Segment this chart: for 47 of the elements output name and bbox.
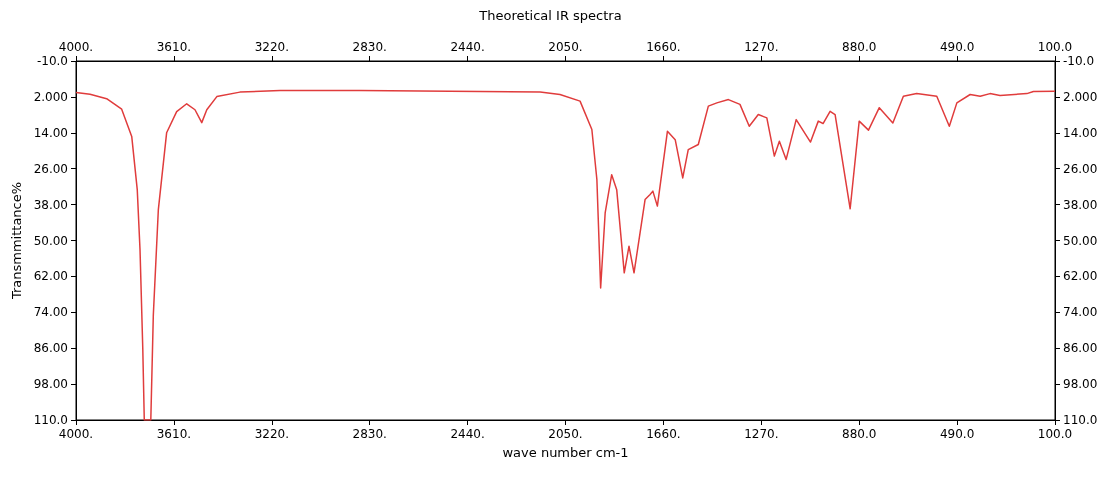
x2-tick-label: 2830. xyxy=(352,40,387,54)
y-tick-label: 38.00 xyxy=(33,197,68,212)
y2-tick-label: 86.00 xyxy=(1063,341,1098,356)
y2-tick-label: -10.0 xyxy=(1063,54,1095,68)
x-tick-label: 1660. xyxy=(646,427,681,441)
x-tick-label: 2440. xyxy=(450,427,485,441)
x2-tick-label: 1660. xyxy=(646,40,681,54)
y-tick-label: 2.000 xyxy=(33,89,68,104)
x-tick-label: 2050. xyxy=(548,427,583,441)
x2-tick-label: 4000. xyxy=(58,40,94,54)
y-axis-title: Transmmittance% xyxy=(8,181,24,301)
y2-tick-label: 26.00 xyxy=(1063,161,1098,176)
y2-tick-label: 98.00 xyxy=(1063,377,1098,392)
y-tick-label: -10.0 xyxy=(36,54,68,68)
x2-tick-label: 880.0 xyxy=(842,40,877,54)
x-tick-label: 880.0 xyxy=(842,427,877,441)
y-tick-label: 62.00 xyxy=(33,269,68,284)
y-tick-label: 14.00 xyxy=(33,125,68,140)
x2-tick-label: 3610. xyxy=(156,40,192,54)
x2-tick-label: 2050. xyxy=(548,40,583,54)
x-tick-label: 100.0 xyxy=(1037,427,1073,441)
y-tick-label: 26.00 xyxy=(33,161,68,176)
y2-tick-label: 74.00 xyxy=(1063,305,1098,320)
x-tick-label: 3610. xyxy=(156,427,192,441)
x2-tick-label: 3220. xyxy=(254,40,289,54)
x-tick-label: 4000. xyxy=(58,427,94,441)
y-tick-label: 110.0 xyxy=(33,413,68,427)
y-tick-label: 50.00 xyxy=(33,233,68,248)
y-tick-label: 74.00 xyxy=(33,305,68,320)
y2-tick-label: 50.00 xyxy=(1063,233,1098,248)
y2-tick-label: 14.00 xyxy=(1063,125,1098,140)
x-tick-label: 1270. xyxy=(744,427,779,441)
x2-tick-label: 1270. xyxy=(744,40,779,54)
y-tick-label: 98.00 xyxy=(33,377,68,392)
y2-tick-label: 38.00 xyxy=(1063,197,1098,212)
y2-tick-label: 62.00 xyxy=(1063,269,1098,284)
x-tick-label: 3220. xyxy=(254,427,289,441)
x-axis-title: wave number cm-1 xyxy=(502,445,629,460)
y-tick-label: 86.00 xyxy=(33,341,68,356)
y2-tick-label: 2.000 xyxy=(1063,89,1098,104)
x-tick-label: 490.0 xyxy=(939,427,975,441)
chart-title: Theoretical IR spectra xyxy=(478,8,622,23)
x2-tick-label: 100.0 xyxy=(1037,40,1073,54)
x-tick-label: 2830. xyxy=(352,427,387,441)
x2-tick-label: 490.0 xyxy=(939,40,975,54)
y2-tick-label: 110.0 xyxy=(1063,413,1098,427)
x2-tick-label: 2440. xyxy=(450,40,485,54)
